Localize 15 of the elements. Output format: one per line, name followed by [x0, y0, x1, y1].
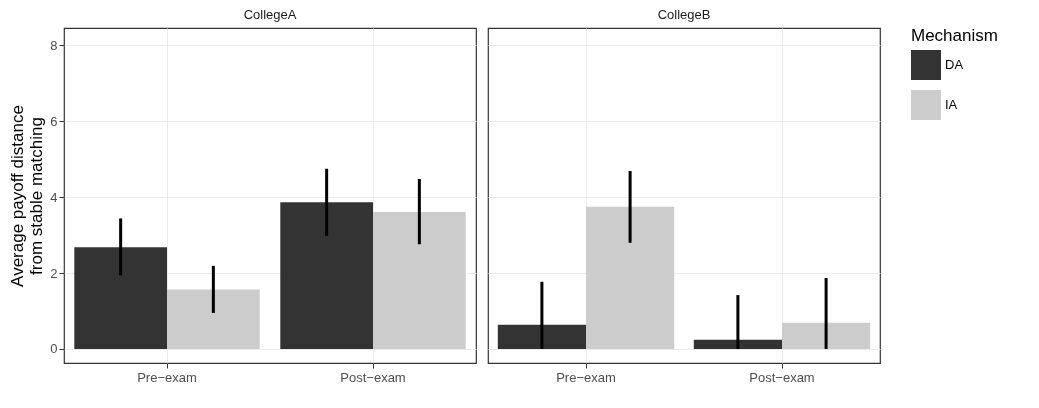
- x-tick-label: Post−exam: [340, 369, 406, 385]
- legend-label: DA: [945, 57, 964, 72]
- chart-title: CollegeB: [657, 7, 711, 22]
- y-tick-label: 4: [50, 189, 58, 205]
- y-tick-label: 8: [50, 37, 58, 53]
- x-tick-label: Pre−exam: [556, 369, 616, 385]
- y-tick-label: 0: [50, 341, 58, 357]
- chart-title: CollegeA: [243, 7, 297, 22]
- legend-title: Mechanism: [911, 26, 998, 45]
- y-tick-label: 6: [50, 113, 58, 129]
- x-tick-label: Pre−exam: [137, 369, 197, 385]
- y-axis-title: Average payoff distance from stable matching: [8, 105, 47, 287]
- legend-label: IA: [945, 97, 958, 112]
- y-tick-label: 2: [50, 265, 58, 281]
- x-tick-label: Post−exam: [749, 369, 815, 385]
